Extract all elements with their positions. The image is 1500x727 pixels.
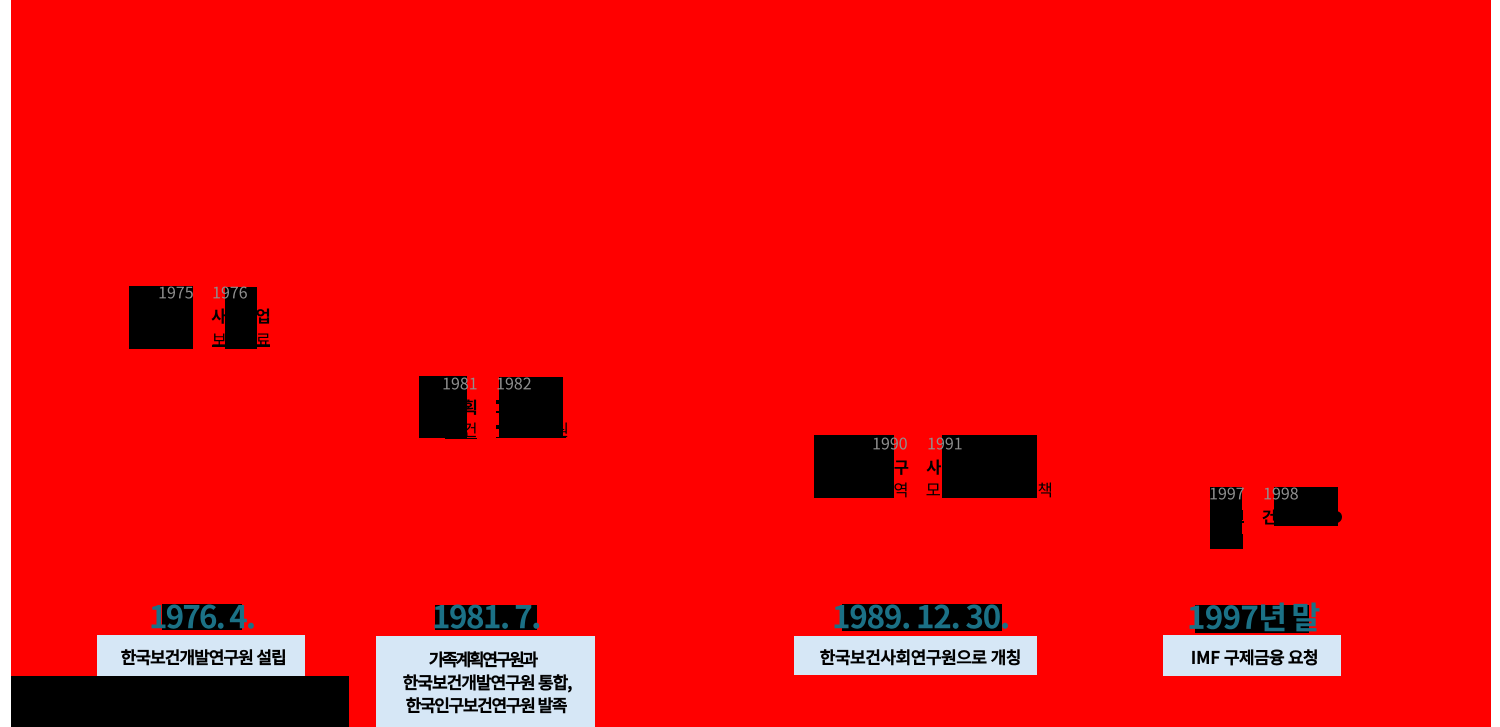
caption-fragment-76-eop: 사 업 — [254, 306, 272, 326]
caption-link-fragment-76-ryo[interactable]: 보 료 — [254, 331, 273, 348]
caption-fragment-90-yeok: 역 — [892, 480, 909, 500]
milestone-label-1997: IMF 구제금융 요청 — [1190, 647, 1319, 668]
year-label-1976: 1976 — [211, 284, 249, 301]
caption-link-fragment-76-bo[interactable]: 보 료 — [210, 331, 229, 348]
caption-fragment-91-sa: 사 — [924, 457, 944, 477]
milestone-date-1989-12-30: 1989. 12. 30. — [832, 602, 1011, 631]
photo-1982 — [499, 376, 563, 438]
photo-1997 — [1210, 486, 1242, 549]
year-label-1975: 1975 — [157, 284, 195, 301]
photo-strip — [11, 676, 349, 727]
caption-link-fragment-81-geon[interactable]: 건 — [461, 420, 478, 440]
milestone-label-1981-7-line2: 한국보건개발연구원 통합, — [401, 672, 574, 695]
caption-underline-1982 — [495, 436, 567, 439]
hidden-text-sliver — [496, 400, 499, 404]
milestone-label-1989-12-30: 한국보건사회연구원으로 개칭 — [818, 647, 1022, 668]
photo-1990 — [813, 434, 894, 498]
year-label-1990: 1990 — [871, 435, 909, 452]
milestone-date-1981-7: 1981. 7. — [432, 602, 542, 631]
caption-fragment-91-chaek: 모 책 — [1036, 480, 1054, 500]
caption-underline-1981 — [445, 437, 478, 440]
photo-1981 — [419, 376, 467, 439]
caption-fragment-76-sa: 사 업 — [209, 306, 229, 326]
year-label-1982: 1982 — [495, 375, 533, 392]
year-label-1998: 1998 — [1262, 485, 1300, 502]
photo-1998 — [1274, 487, 1338, 526]
caption-fragment-81-hoek: 획 — [461, 397, 479, 417]
photo-1998-bubble-tip — [1330, 511, 1342, 523]
milestone-label-1981-7-line1: 가족계획연구원과 — [427, 649, 540, 670]
caption-fragment-98-geon: 건 — [1260, 507, 1278, 527]
year-label-1981: 1981 — [441, 375, 479, 392]
hidden-text-sliver — [495, 424, 499, 430]
milestone-date-1997: 1997년 말 — [1187, 600, 1322, 634]
page-margin-left — [0, 0, 11, 727]
hidden-text-sliver — [1241, 520, 1245, 524]
year-label-1991: 1991 — [926, 435, 964, 452]
hidden-text-sliver — [496, 410, 499, 414]
photo-1975 — [129, 286, 194, 349]
milestone-date-1976-4: 1976. 4. — [149, 602, 256, 631]
page-margin-right — [1490, 0, 1500, 727]
milestone-label-1976-4: 한국보건개발연구원 설립 — [119, 647, 287, 668]
hidden-text-sliver — [1241, 533, 1243, 549]
milestone-label-1981-7-line3: 한국인구보건연구원 발족 — [404, 695, 569, 716]
caption-fragment-90-gu: 구 — [892, 458, 911, 477]
year-label-1997: 1997 — [1208, 485, 1246, 502]
hidden-text-sliver — [1241, 510, 1243, 517]
caption-fragment-91-mo: 모 책 — [924, 481, 943, 498]
hidden-text-sliver — [1241, 516, 1244, 520]
